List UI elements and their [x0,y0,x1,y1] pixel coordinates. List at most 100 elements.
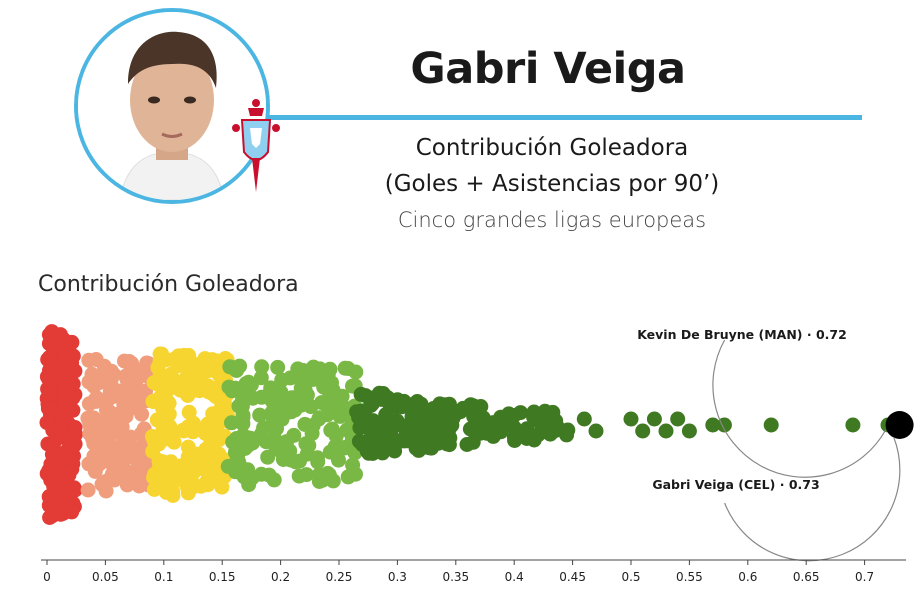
swarm-point [182,419,198,435]
swarm-point [41,371,57,387]
x-tick-label: 0.6 [738,570,757,584]
x-tick-label: 0 [43,570,51,584]
swarm-point [266,472,282,488]
swarm-point [122,472,138,488]
swarm-point [224,383,240,399]
swarm-point [380,390,396,406]
swarm-point [241,374,257,390]
swarm-point [485,428,501,444]
annotation-arc [724,436,901,562]
x-tick-label: 0.4 [505,570,524,584]
swarm-point [197,454,213,470]
x-tick-label: 0.2 [271,570,290,584]
swarm-point [440,423,456,439]
swarm-point [165,371,181,387]
swarm-point [462,421,478,437]
swarm-point [274,372,290,388]
swarm-point [152,374,168,390]
swarm-point [116,396,132,412]
annotation-label: Kevin De Bruyne (MAN) · 0.72 [637,327,847,342]
x-tick-label: 0.65 [793,570,820,584]
swarm-point [253,466,269,482]
swarm-point [145,429,160,444]
player-name: Gabri Veiga [410,44,686,94]
swarm-point [495,418,511,434]
swarm-point [254,359,270,375]
swarm-point [299,467,314,483]
swarm-point [658,423,674,439]
swarm-point [297,416,313,432]
swarm-point [378,407,394,423]
x-tick-label: 0.3 [388,570,407,584]
swarm-point [410,406,426,422]
swarm-point [411,442,427,458]
swarm-point [235,410,251,426]
swarm-point [89,390,105,406]
swarm-point [56,366,72,382]
swarm-point [42,385,58,401]
swarm-point [202,440,218,455]
swarm-point [325,473,341,489]
swarm-point [237,441,253,456]
swarm-point [236,469,252,485]
x-tick-label: 0.1 [154,570,173,584]
swarm-point [394,399,410,415]
header-rule [268,115,862,120]
swarm-point [93,433,108,449]
swarm-point [56,353,72,369]
swarm-point [399,432,415,448]
player-photo-icon [78,12,266,200]
swarm-point [156,431,172,447]
swarm-point [44,324,60,340]
annotation-label: Gabri Veiga (CEL) · 0.73 [652,477,819,492]
swarm-point [200,363,216,379]
swarm-point [41,350,57,366]
swarm-point [127,398,143,414]
swarm-point [348,466,363,482]
x-tick-label: 0.45 [559,570,586,584]
subtitle-block: Contribución Goleadora (Goles + Asistenc… [300,130,804,238]
swarm-point [67,482,83,498]
swarm-point [705,417,721,433]
chart-title: Contribución Goleadora [38,272,299,297]
swarm-point [646,411,662,427]
swarm-point [146,481,162,497]
swarm-point [256,420,272,436]
swarm-point [537,403,553,419]
x-tick-label: 0.05 [92,570,119,584]
swarm-point [146,393,162,409]
subtitle-scope: Cinco grandes ligas europeas [397,208,707,232]
swarm-point [159,481,175,496]
subtitle-metric: Contribución Goleadora [415,135,689,161]
swarm-point [214,479,230,495]
swarm-point [466,409,482,425]
swarm-point [283,391,299,407]
x-tick-label: 0.5 [621,570,640,584]
swarm-point [146,470,162,485]
swarm-point [194,379,209,394]
swarm-point [427,423,443,439]
swarm-points [39,324,896,525]
swarm-point [310,450,325,466]
swarm-point [105,387,120,403]
swarm-point [158,469,174,485]
x-tick-label: 0.15 [209,570,236,584]
swarm-point [588,423,604,439]
swarm-point [262,384,278,400]
swarm-point [252,407,268,423]
swarm-point [189,357,205,372]
swarm-point [324,421,340,437]
swarm-point [209,353,225,369]
swarm-point [430,435,446,451]
swarm-point [114,419,130,435]
swarm-point [158,352,174,368]
swarm-point [199,474,215,489]
swarm-point [220,458,236,474]
swarm-point [331,452,346,468]
swarm-point [98,371,114,387]
x-tick-label: 0.25 [326,570,353,584]
swarm-point [211,367,227,382]
swarm-point [303,399,319,415]
swarm-point [274,411,290,427]
swarm-point [48,476,64,491]
